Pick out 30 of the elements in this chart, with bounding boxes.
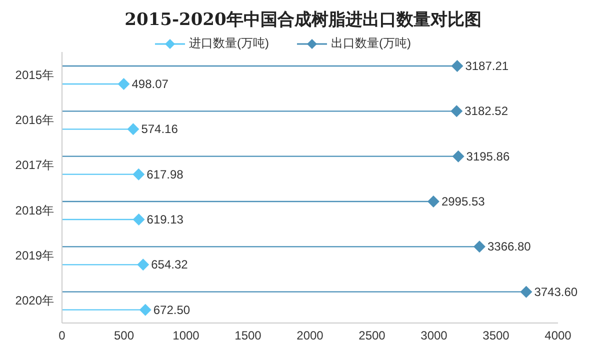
data-label: 2995.53 — [441, 194, 486, 208]
data-label: 3743.60 — [534, 284, 578, 299]
x-tick-label: 500 — [114, 328, 134, 343]
data-label: 3366.80 — [487, 240, 532, 254]
data-label: 3187.21 — [465, 59, 509, 73]
data-label: 498.07 — [132, 77, 169, 91]
x-tick-label: 1000 — [172, 328, 200, 343]
y-tick-label: 2016年 — [15, 113, 54, 128]
y-tick-label: 2019年 — [15, 248, 54, 263]
x-tick-label: 4000 — [544, 328, 572, 343]
x-tick-label: 2000 — [296, 328, 324, 343]
legend-label: 出口数量(万吨) — [330, 35, 411, 52]
chart-title: 2015-2020年中国合成树脂进出口数量对比图 — [124, 9, 482, 31]
data-label: 654.32 — [151, 258, 188, 272]
y-tick-label: 2020年 — [15, 294, 54, 308]
y-tick-label: 2015年 — [15, 68, 54, 82]
x-tick-label: 2500 — [358, 328, 386, 343]
data-label: 3195.86 — [466, 149, 510, 164]
x-tick-label: 1500 — [234, 328, 262, 343]
legend-label: 进口数量(万吨) — [188, 35, 269, 52]
data-label: 672.50 — [153, 302, 190, 317]
y-tick-label: 2018年 — [15, 203, 54, 218]
x-tick-label: 3000 — [420, 328, 448, 343]
y-tick-label: 2017年 — [15, 158, 54, 172]
data-label: 574.16 — [141, 122, 178, 136]
x-tick-label: 3500 — [482, 328, 510, 343]
data-label: 619.13 — [146, 212, 184, 226]
data-label: 3182.52 — [464, 104, 508, 118]
data-label: 617.98 — [146, 167, 184, 182]
x-tick-label: 0 — [58, 328, 66, 343]
